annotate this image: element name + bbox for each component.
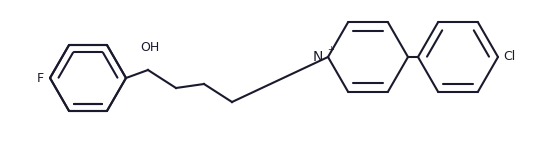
Text: N: N (313, 50, 323, 64)
Text: OH: OH (140, 41, 159, 54)
Text: +: + (327, 45, 334, 54)
Text: F: F (37, 72, 44, 84)
Text: Cl: Cl (503, 51, 515, 63)
